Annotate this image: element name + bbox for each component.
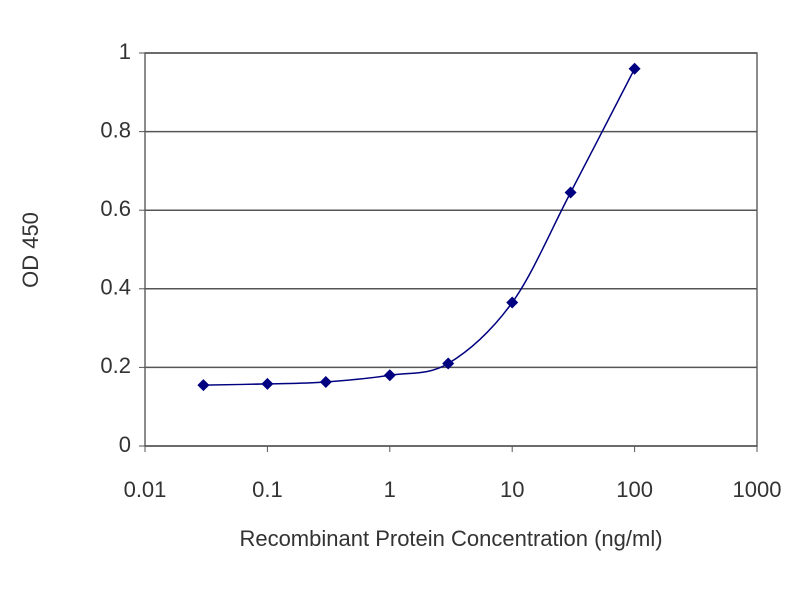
y-tick-label: 0 <box>119 432 131 457</box>
y-tick-label: 0.2 <box>100 353 131 378</box>
data-point <box>197 379 210 392</box>
y-tick-label: 0.4 <box>100 275 131 300</box>
x-tick-label: 1 <box>384 477 396 502</box>
data-point <box>383 369 396 382</box>
x-tick-label: 1000 <box>733 477 782 502</box>
x-tick-label: 100 <box>616 477 653 502</box>
data-point <box>628 62 641 75</box>
data-point <box>564 186 577 199</box>
plot-frame <box>144 52 758 447</box>
y-tick-label: 1 <box>119 39 131 64</box>
x-tick-label: 10 <box>500 477 524 502</box>
data-point <box>261 377 274 390</box>
y-tick-label: 0.8 <box>100 117 131 142</box>
data-point <box>442 357 455 370</box>
y-tick-label: 0.6 <box>100 196 131 221</box>
data-point <box>506 296 519 309</box>
x-tick-label: 0.1 <box>252 477 283 502</box>
x-tick-label: 0.01 <box>124 477 167 502</box>
series-line <box>203 68 636 386</box>
y-axis-label: OD 450 <box>18 212 43 288</box>
x-axis-label: Recombinant Protein Concentration (ng/ml… <box>239 526 662 551</box>
data-point <box>319 375 332 388</box>
